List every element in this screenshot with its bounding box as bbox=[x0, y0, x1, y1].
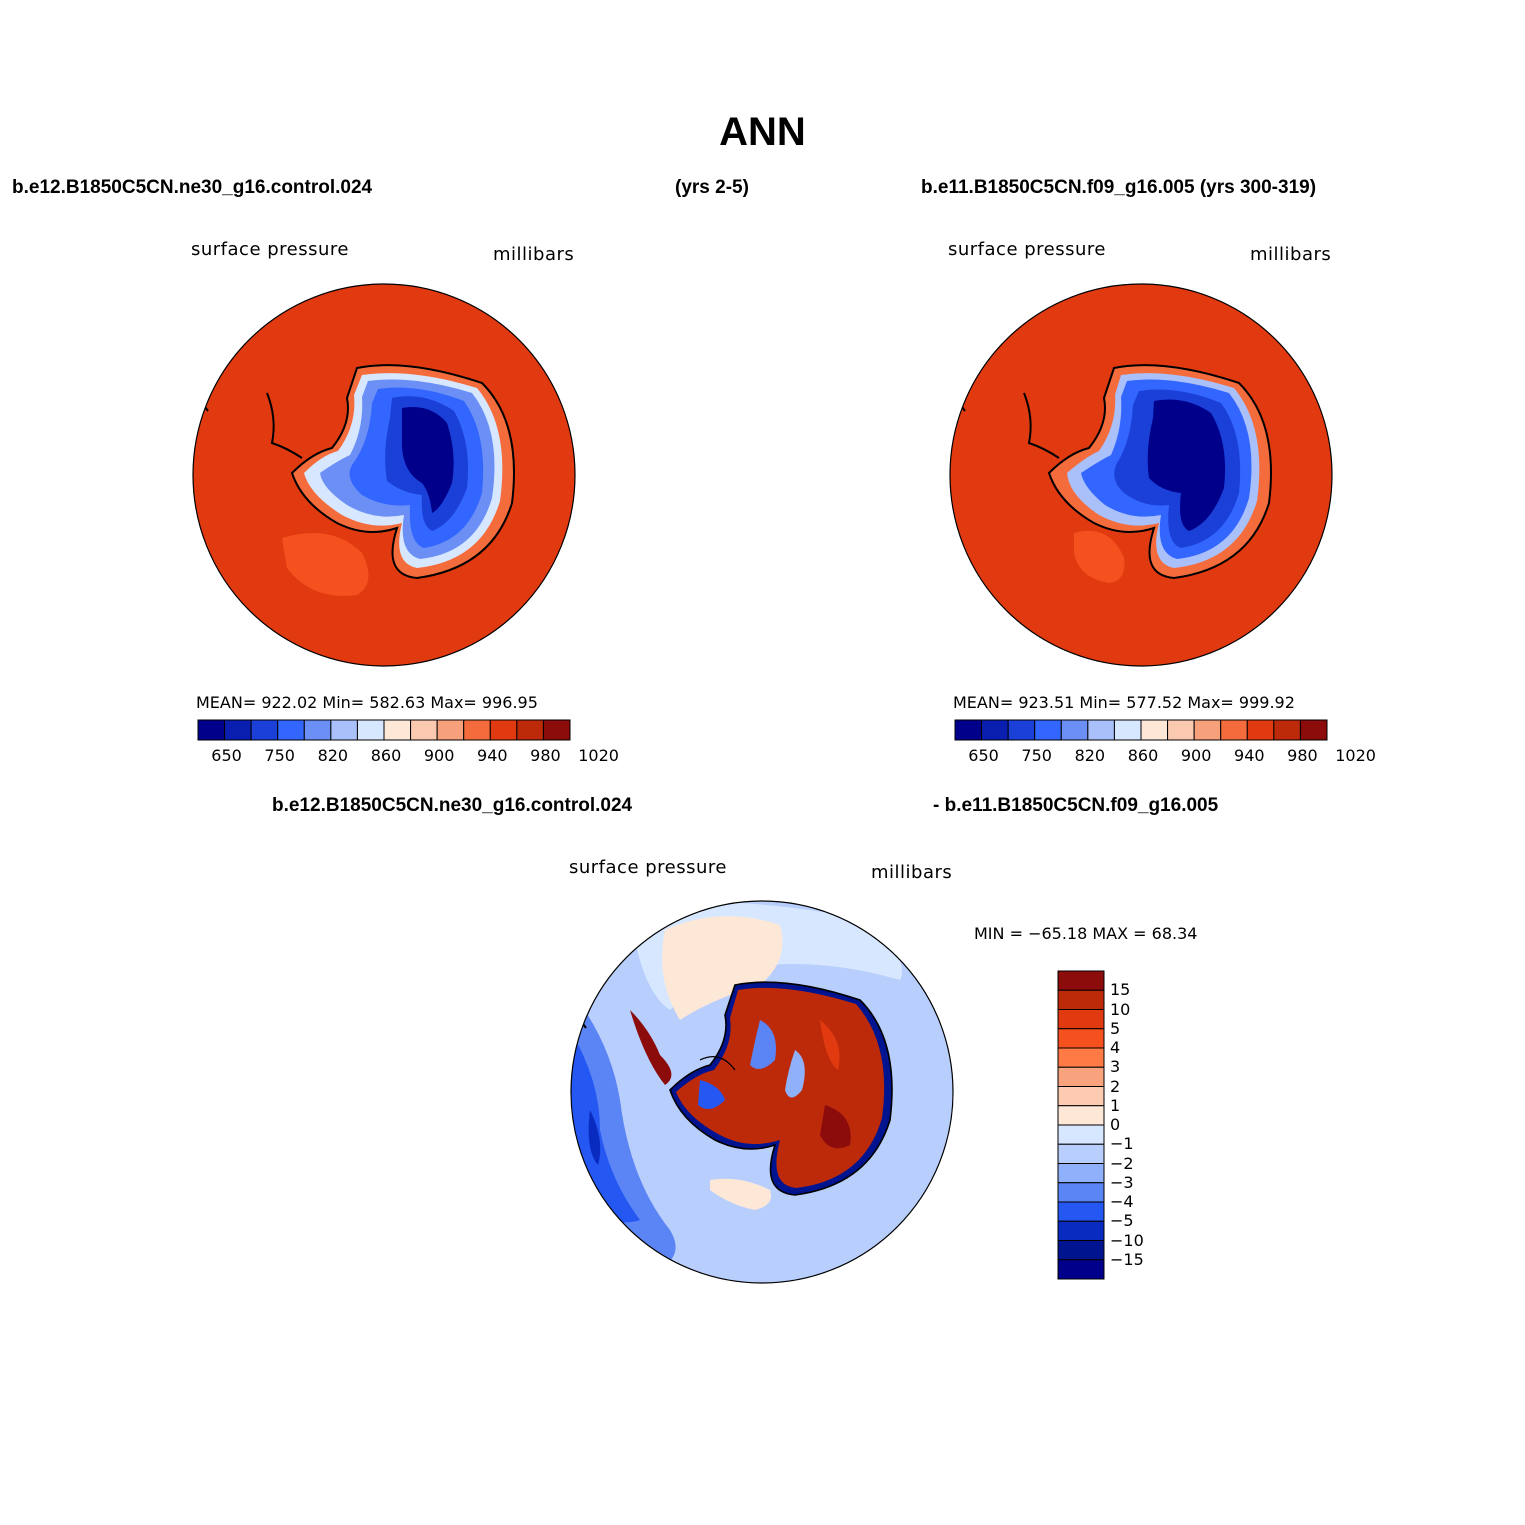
colorbar-tick-label: 1 bbox=[1110, 1095, 1121, 1115]
colorbar-tick-label: 650 bbox=[211, 746, 242, 765]
colorbar-swatch bbox=[1057, 1047, 1105, 1068]
colorbar-tick-label: −5 bbox=[1110, 1211, 1134, 1231]
colorbar-swatch bbox=[1057, 970, 1105, 991]
colorbar-swatch bbox=[1057, 1182, 1105, 1203]
colorbar-swatch bbox=[1057, 1124, 1105, 1145]
colorbar-tick-label: 940 bbox=[1234, 746, 1265, 765]
colorbar-tick-label: 860 bbox=[370, 746, 402, 765]
colorbar-tick-label: −1 bbox=[1110, 1134, 1134, 1154]
colorbar-swatch bbox=[1057, 1220, 1105, 1241]
colorbar-swatch bbox=[463, 719, 491, 741]
colorbar-tick-label: 1020 bbox=[578, 746, 619, 765]
diff-stats: MIN = −65.18 MAX = 68.34 bbox=[974, 924, 1198, 943]
colorbar-swatch bbox=[1057, 1028, 1105, 1049]
colorbar-tick-label: −3 bbox=[1110, 1172, 1134, 1192]
colorbar-tick-label: 1020 bbox=[1335, 746, 1376, 765]
colorbar-swatch bbox=[1220, 719, 1248, 741]
colorbar-tick-label: 650 bbox=[968, 746, 999, 765]
colorbar-swatch bbox=[1299, 719, 1328, 741]
colorbar-swatch bbox=[954, 719, 983, 741]
colorbar-tick-label: 15 bbox=[1110, 980, 1131, 1000]
colorbar-tick-label: 2 bbox=[1110, 1076, 1121, 1096]
colorbar-tick-label: −15 bbox=[1110, 1249, 1144, 1269]
diff-units-label: millibars bbox=[871, 862, 953, 883]
left-years-label: (yrs 2-5) bbox=[675, 177, 749, 198]
colorbar-swatch bbox=[410, 719, 438, 741]
colorbar-tick-label: 820 bbox=[317, 746, 349, 765]
colorbar-swatch bbox=[1057, 1009, 1105, 1030]
colorbar-tick-label: 3 bbox=[1110, 1057, 1121, 1077]
colorbar-tick-label: 980 bbox=[530, 746, 561, 765]
figure-title: ANN bbox=[719, 110, 806, 154]
colorbar-swatch bbox=[1057, 1259, 1105, 1280]
colorbar-swatch bbox=[1140, 719, 1169, 741]
colorbar-swatch bbox=[1246, 719, 1275, 741]
left-colorbar bbox=[197, 719, 571, 741]
colorbar-swatch bbox=[489, 719, 518, 741]
colorbar-swatch bbox=[277, 719, 305, 741]
colorbar-swatch bbox=[250, 719, 279, 741]
colorbar-tick-label: 940 bbox=[477, 746, 508, 765]
colorbar-swatch bbox=[1057, 989, 1105, 1010]
colorbar-tick-label: 5 bbox=[1110, 1018, 1121, 1038]
right-variable-label: surface pressure bbox=[948, 239, 1106, 260]
colorbar-tick-label: 860 bbox=[1127, 746, 1159, 765]
colorbar-swatch bbox=[981, 719, 1009, 741]
right-colorbar bbox=[954, 719, 1328, 741]
colorbar-tick-label: 750 bbox=[264, 746, 295, 765]
right-units-label: millibars bbox=[1250, 244, 1332, 265]
colorbar-swatch bbox=[383, 719, 412, 741]
colorbar-swatch bbox=[1060, 719, 1089, 741]
colorbar-swatch bbox=[516, 719, 544, 741]
colorbar-swatch bbox=[436, 719, 465, 741]
colorbar-tick-label: 750 bbox=[1021, 746, 1052, 765]
colorbar-swatch bbox=[356, 719, 385, 741]
colorbar-tick-label: 980 bbox=[1287, 746, 1318, 765]
colorbar-swatch bbox=[1007, 719, 1036, 741]
colorbar-swatch bbox=[1057, 1143, 1105, 1164]
colorbar-swatch bbox=[1057, 1066, 1105, 1087]
colorbar-tick-label: 900 bbox=[1180, 746, 1212, 765]
diff-variable-label: surface pressure bbox=[569, 857, 727, 878]
colorbar-swatch bbox=[330, 719, 358, 741]
left-units-label: millibars bbox=[493, 244, 575, 265]
diff-polar-map bbox=[570, 900, 954, 1284]
colorbar-swatch bbox=[1167, 719, 1195, 741]
colorbar-swatch bbox=[303, 719, 332, 741]
colorbar-tick-label: 10 bbox=[1110, 999, 1131, 1019]
colorbar-swatch bbox=[1057, 1240, 1105, 1261]
colorbar-tick-label: −2 bbox=[1110, 1153, 1134, 1173]
colorbar-swatch bbox=[1057, 1163, 1105, 1184]
colorbar-swatch bbox=[1034, 719, 1062, 741]
colorbar-swatch bbox=[1057, 1086, 1105, 1107]
colorbar-swatch bbox=[1057, 1201, 1105, 1222]
colorbar-swatch bbox=[1273, 719, 1301, 741]
left-variable-label: surface pressure bbox=[191, 239, 349, 260]
colorbar-swatch bbox=[224, 719, 252, 741]
colorbar-tick-label: 820 bbox=[1074, 746, 1106, 765]
right-stats: MEAN= 923.51 Min= 577.52 Max= 999.92 bbox=[953, 693, 1295, 712]
colorbar-swatch bbox=[542, 719, 571, 741]
diff-colorbar bbox=[1057, 970, 1105, 1280]
right-case-label: b.e11.B1850C5CN.f09_g16.005 (yrs 300-319… bbox=[921, 177, 1317, 198]
colorbar-tick-label: 900 bbox=[423, 746, 455, 765]
colorbar-swatch bbox=[1087, 719, 1115, 741]
colorbar-swatch bbox=[197, 719, 226, 741]
left-stats: MEAN= 922.02 Min= 582.63 Max= 996.95 bbox=[196, 693, 538, 712]
colorbar-swatch bbox=[1113, 719, 1142, 741]
colorbar-swatch bbox=[1057, 1105, 1105, 1126]
left-case-label: b.e12.B1850C5CN.ne30_g16.control.024 bbox=[12, 177, 373, 198]
diff-case-a-label: b.e12.B1850C5CN.ne30_g16.control.024 bbox=[272, 795, 633, 816]
colorbar-tick-label: 0 bbox=[1110, 1115, 1121, 1134]
colorbar-tick-label: −4 bbox=[1110, 1192, 1134, 1211]
colorbar-swatch bbox=[1193, 719, 1222, 741]
diff-case-b-label: - b.e11.B1850C5CN.f09_g16.005 bbox=[933, 795, 1219, 816]
colorbar-tick-label: 4 bbox=[1110, 1038, 1121, 1057]
left-polar-map bbox=[192, 283, 576, 667]
colorbar-tick-label: −10 bbox=[1110, 1230, 1144, 1250]
right-polar-map bbox=[949, 283, 1333, 667]
